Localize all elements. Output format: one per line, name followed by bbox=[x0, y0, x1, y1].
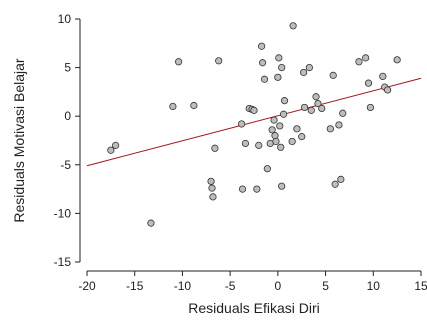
data-point bbox=[258, 59, 267, 67]
data-point bbox=[280, 97, 289, 105]
data-point bbox=[289, 22, 297, 30]
data-point bbox=[339, 109, 347, 117]
y-axis-ticks: -15 -10 -5 0 5 10 bbox=[54, 12, 80, 269]
data-point bbox=[208, 184, 216, 192]
y-tick-label: 10 bbox=[58, 12, 72, 26]
data-point bbox=[107, 146, 115, 154]
x-tick-label: -5 bbox=[225, 279, 236, 293]
data-point bbox=[355, 58, 363, 66]
data-point bbox=[253, 185, 261, 193]
data-point bbox=[279, 110, 288, 118]
data-point bbox=[326, 125, 334, 133]
data-point bbox=[274, 73, 282, 81]
data-point bbox=[288, 137, 296, 146]
y-tick-label: -10 bbox=[54, 206, 72, 220]
data-point bbox=[300, 68, 308, 77]
data-point bbox=[314, 99, 322, 108]
x-axis-ticks: -20 -15 -10 -5 0 5 10 15 bbox=[78, 271, 427, 293]
x-tick-label: -10 bbox=[174, 279, 192, 293]
data-point bbox=[268, 126, 276, 134]
data-point bbox=[383, 86, 392, 94]
data-point bbox=[147, 219, 155, 227]
data-point bbox=[112, 141, 120, 149]
data-point bbox=[335, 121, 343, 129]
data-point bbox=[271, 132, 279, 140]
x-tick-label: 0 bbox=[275, 279, 282, 293]
data-point bbox=[276, 122, 284, 130]
y-tick-label: -5 bbox=[60, 158, 71, 172]
x-tick-label: -15 bbox=[126, 279, 144, 293]
data-point bbox=[364, 79, 373, 87]
data-point bbox=[329, 71, 337, 79]
y-axis-title: Residuals Motivasi Belajar bbox=[11, 58, 27, 223]
data-point bbox=[331, 180, 339, 188]
x-tick-label: 15 bbox=[414, 279, 427, 293]
regression-line bbox=[86, 77, 422, 167]
data-point bbox=[293, 125, 301, 133]
y-tick-label: 5 bbox=[64, 61, 71, 75]
data-point bbox=[278, 182, 286, 190]
x-tick-label: 5 bbox=[322, 279, 329, 293]
data-point bbox=[379, 72, 387, 80]
data-point bbox=[215, 57, 223, 65]
axes bbox=[79, 19, 421, 272]
data-point bbox=[270, 116, 278, 124]
data-point bbox=[169, 102, 177, 111]
data-points bbox=[107, 22, 401, 227]
data-point bbox=[277, 143, 285, 151]
x-tick-label: 10 bbox=[367, 279, 381, 293]
data-point bbox=[318, 104, 326, 113]
data-point bbox=[312, 93, 320, 101]
data-point bbox=[272, 137, 280, 146]
data-point bbox=[307, 106, 315, 114]
x-axis-title: Residuals Efikasi Diri bbox=[188, 300, 319, 316]
y-tick-label: -15 bbox=[54, 255, 72, 269]
data-point bbox=[250, 106, 258, 114]
data-point bbox=[211, 144, 219, 152]
data-point bbox=[300, 103, 309, 112]
data-point bbox=[275, 54, 283, 62]
data-point bbox=[190, 101, 198, 110]
data-point bbox=[305, 64, 313, 72]
x-tick-label: -20 bbox=[78, 279, 96, 293]
data-point bbox=[237, 120, 246, 128]
data-point bbox=[362, 54, 370, 62]
data-point bbox=[278, 64, 286, 72]
data-point bbox=[241, 139, 250, 148]
data-point bbox=[337, 175, 345, 183]
data-point bbox=[366, 103, 375, 112]
data-point bbox=[263, 165, 271, 173]
data-point bbox=[393, 56, 401, 64]
y-tick-label: 0 bbox=[64, 109, 71, 123]
data-point bbox=[207, 177, 215, 185]
data-point bbox=[238, 185, 247, 193]
data-point bbox=[298, 133, 306, 141]
data-point bbox=[258, 42, 266, 50]
data-point bbox=[260, 75, 269, 83]
data-point bbox=[209, 193, 217, 201]
data-point bbox=[175, 58, 183, 66]
data-point bbox=[255, 141, 263, 149]
